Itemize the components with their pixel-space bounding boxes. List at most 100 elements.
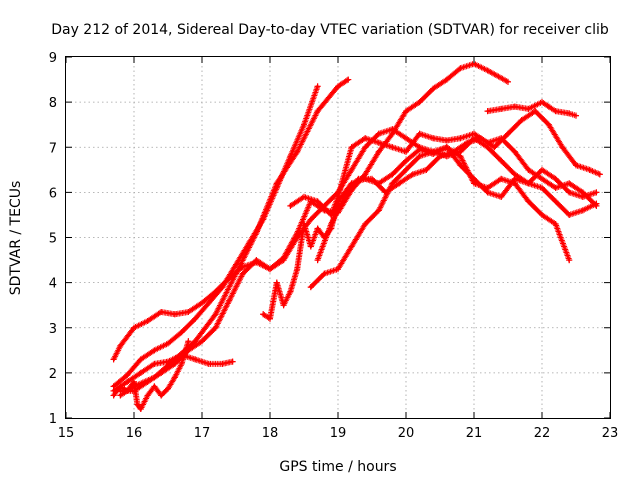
- data-point: [287, 202, 294, 209]
- data-point: [314, 83, 321, 90]
- data-point: [505, 130, 511, 137]
- data-point: [131, 378, 137, 385]
- series-s5: [260, 144, 600, 322]
- data-point: [430, 148, 437, 155]
- data-point: [307, 284, 314, 291]
- data-point: [144, 378, 151, 385]
- data-point: [307, 243, 314, 250]
- y-tick-label: 7: [49, 141, 57, 156]
- data-point: [158, 308, 165, 315]
- data-point: [192, 356, 199, 363]
- data-point: [229, 358, 236, 365]
- data-point: [294, 148, 301, 155]
- data-point: [525, 166, 532, 173]
- data-point: [151, 360, 158, 367]
- data-point: [212, 311, 219, 318]
- data-point: [137, 405, 144, 412]
- data-point: [389, 171, 396, 178]
- data-point: [178, 360, 185, 367]
- data-point: [151, 383, 158, 390]
- data-point: [314, 225, 321, 232]
- series-s10: [110, 338, 192, 412]
- data-point: [219, 284, 226, 291]
- data-point: [471, 180, 477, 187]
- data-point: [137, 356, 144, 363]
- data-point: [532, 108, 539, 115]
- data-point: [301, 121, 307, 128]
- data-point: [185, 308, 192, 315]
- data-point: [205, 360, 212, 367]
- data-point: [294, 266, 301, 273]
- data-point: [124, 378, 131, 385]
- data-point: [199, 338, 205, 345]
- data-point: [596, 171, 603, 178]
- data-point: [457, 135, 464, 142]
- x-tick-label: 22: [534, 426, 551, 441]
- data-point: [165, 385, 171, 392]
- data-point: [539, 211, 545, 218]
- data-point: [498, 175, 505, 182]
- data-point: [321, 202, 328, 209]
- data-point: [239, 270, 246, 277]
- series-markers: [110, 338, 192, 412]
- data-point: [131, 387, 137, 394]
- data-point: [396, 180, 403, 187]
- x-tick-label: 19: [330, 426, 347, 441]
- data-point: [552, 175, 559, 182]
- data-point: [287, 288, 294, 295]
- y-tick-label: 8: [49, 96, 57, 111]
- data-point: [375, 130, 382, 137]
- data-point: [484, 67, 491, 74]
- data-point: [335, 189, 341, 196]
- data-point: [389, 126, 396, 133]
- data-point: [491, 144, 498, 151]
- data-point: [579, 193, 586, 200]
- y-tick-label: 1: [49, 412, 57, 427]
- data-point: [131, 324, 137, 331]
- data-point: [559, 144, 566, 151]
- data-point: [552, 184, 559, 191]
- data-point: [158, 392, 165, 399]
- data-point: [539, 99, 545, 106]
- data-point: [199, 299, 205, 306]
- data-point: [430, 135, 437, 142]
- data-point: [416, 99, 423, 106]
- data-point: [566, 110, 573, 117]
- x-axis-label: GPS time / hours: [279, 459, 396, 475]
- data-point: [545, 103, 552, 110]
- data-point: [124, 372, 131, 379]
- data-point: [539, 166, 545, 173]
- y-axis-label: SDTVAR / TECUs: [8, 181, 24, 296]
- data-point: [389, 180, 396, 187]
- data-point: [443, 76, 450, 83]
- series-line: [112, 85, 319, 388]
- data-point: [171, 374, 178, 381]
- data-point: [267, 315, 273, 322]
- data-point: [348, 144, 355, 151]
- series-markers: [260, 144, 600, 322]
- data-point: [573, 112, 579, 119]
- data-point: [253, 229, 260, 236]
- data-point: [511, 148, 518, 155]
- data-point: [280, 302, 287, 309]
- series-s4: [110, 351, 236, 394]
- series-s9: [484, 99, 579, 119]
- data-point: [443, 153, 450, 160]
- data-point: [505, 78, 511, 85]
- data-point: [545, 121, 552, 128]
- data-point: [525, 180, 532, 187]
- data-point: [498, 157, 505, 164]
- data-point: [205, 299, 212, 306]
- data-point: [403, 135, 409, 142]
- data-point: [552, 108, 559, 115]
- data-point: [348, 166, 355, 173]
- y-tick-label: 2: [49, 367, 57, 382]
- data-point: [552, 220, 559, 227]
- data-point: [443, 144, 450, 151]
- data-point: [525, 198, 532, 205]
- data-point: [586, 166, 593, 173]
- series-s2: [110, 83, 321, 390]
- data-point: [573, 162, 579, 169]
- data-point: [511, 171, 518, 178]
- data-point: [165, 358, 171, 365]
